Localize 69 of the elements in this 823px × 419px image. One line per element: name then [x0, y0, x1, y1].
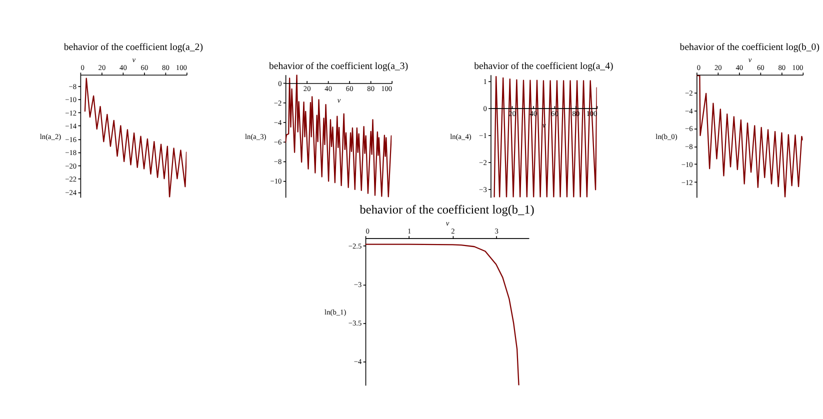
x-tick-label: 60 [140, 63, 148, 72]
chart-title: behavior of the coefficient log(b_1) [360, 202, 534, 217]
x-tick-label: 40 [736, 63, 744, 72]
y-tick-label: −24 [65, 188, 77, 197]
y-tick-label: −2 [685, 88, 694, 98]
x-tick-label: 2 [451, 226, 456, 236]
x-tick-label: 20 [98, 63, 106, 72]
y-tick-label: −6 [685, 124, 694, 134]
x-axis-title: v [446, 218, 450, 228]
line-series [84, 78, 187, 198]
x-tick-label: 100 [381, 84, 392, 93]
chart-title: behavior of the coefficient log(b_0) [680, 42, 820, 54]
y-tick-label: −4 [354, 357, 362, 366]
y-tick-label: −1 [479, 131, 488, 140]
x-tick-label: 100 [176, 63, 188, 72]
x-tick-label: 60 [346, 84, 354, 93]
y-tick-label: −10 [270, 176, 282, 186]
y-tick-label: −4 [274, 118, 282, 127]
chart-title: behavior of the coefficient log(a_4) [474, 60, 614, 72]
y-tick-label: −18 [65, 148, 77, 158]
y-tick-label: −12 [65, 108, 77, 118]
y-tick-label: −8 [685, 142, 694, 152]
chart-title: behavior of the coefficient log(a_3) [269, 60, 408, 72]
y-tick-label: −12 [681, 178, 694, 187]
y-tick-label: −6 [274, 138, 282, 147]
y-tick-label: −2 [274, 98, 282, 108]
x-tick-label: 0 [696, 63, 701, 72]
y-tick-label: −4 [685, 106, 694, 116]
x-tick-label: 60 [757, 63, 765, 72]
y-tick-label: −2.5 [348, 242, 362, 251]
x-tick-label: 80 [162, 63, 170, 72]
y-tick-label: −16 [65, 134, 77, 144]
x-tick-label: 40 [324, 84, 332, 93]
y-tick-label: −8 [68, 82, 77, 91]
x-tick-label: 20 [303, 84, 312, 93]
x-tick-label: 0 [80, 63, 85, 72]
chart-title: behavior of the coefficient log(a_2) [64, 42, 203, 54]
x-axis-title: v [748, 55, 752, 64]
y-tick-label: −22 [65, 174, 77, 184]
y-tick-label: −3.5 [348, 318, 362, 328]
x-tick-label: 80 [778, 63, 786, 72]
line-series [696, 75, 803, 198]
y-tick-label: −2 [479, 158, 488, 168]
y-axis-title: ln(a_4) [450, 132, 472, 141]
x-tick-label: 40 [120, 63, 128, 72]
line-series [365, 244, 520, 386]
y-tick-label: −10 [65, 95, 77, 104]
line-series [285, 74, 392, 198]
y-tick-label: −3 [479, 185, 488, 194]
x-tick-label: 80 [367, 84, 375, 93]
y-tick-label: −3 [354, 280, 362, 290]
y-axis-title: ln(a_3) [245, 132, 267, 141]
y-axis-title: ln(b_0) [656, 132, 678, 141]
y-tick-label: −10 [681, 160, 694, 170]
x-tick-label: 1 [408, 226, 412, 236]
x-axis-title: v [542, 120, 546, 130]
x-tick-label: 20 [714, 63, 722, 72]
x-axis-title: v [337, 95, 342, 104]
y-tick-label: −14 [65, 122, 77, 131]
x-tick-label: 0 [366, 226, 370, 236]
y-tick-label: −8 [274, 157, 282, 166]
line-series [494, 76, 597, 198]
y-tick-label: −20 [65, 161, 77, 170]
x-axis-title: v [132, 55, 136, 64]
y-tick-label: 1 [483, 77, 488, 86]
y-axis-title: ln(a_2) [40, 132, 62, 141]
x-tick-label: 100 [792, 63, 804, 72]
x-tick-label: 3 [494, 226, 499, 236]
y-axis-title: ln(b_1) [324, 308, 347, 317]
